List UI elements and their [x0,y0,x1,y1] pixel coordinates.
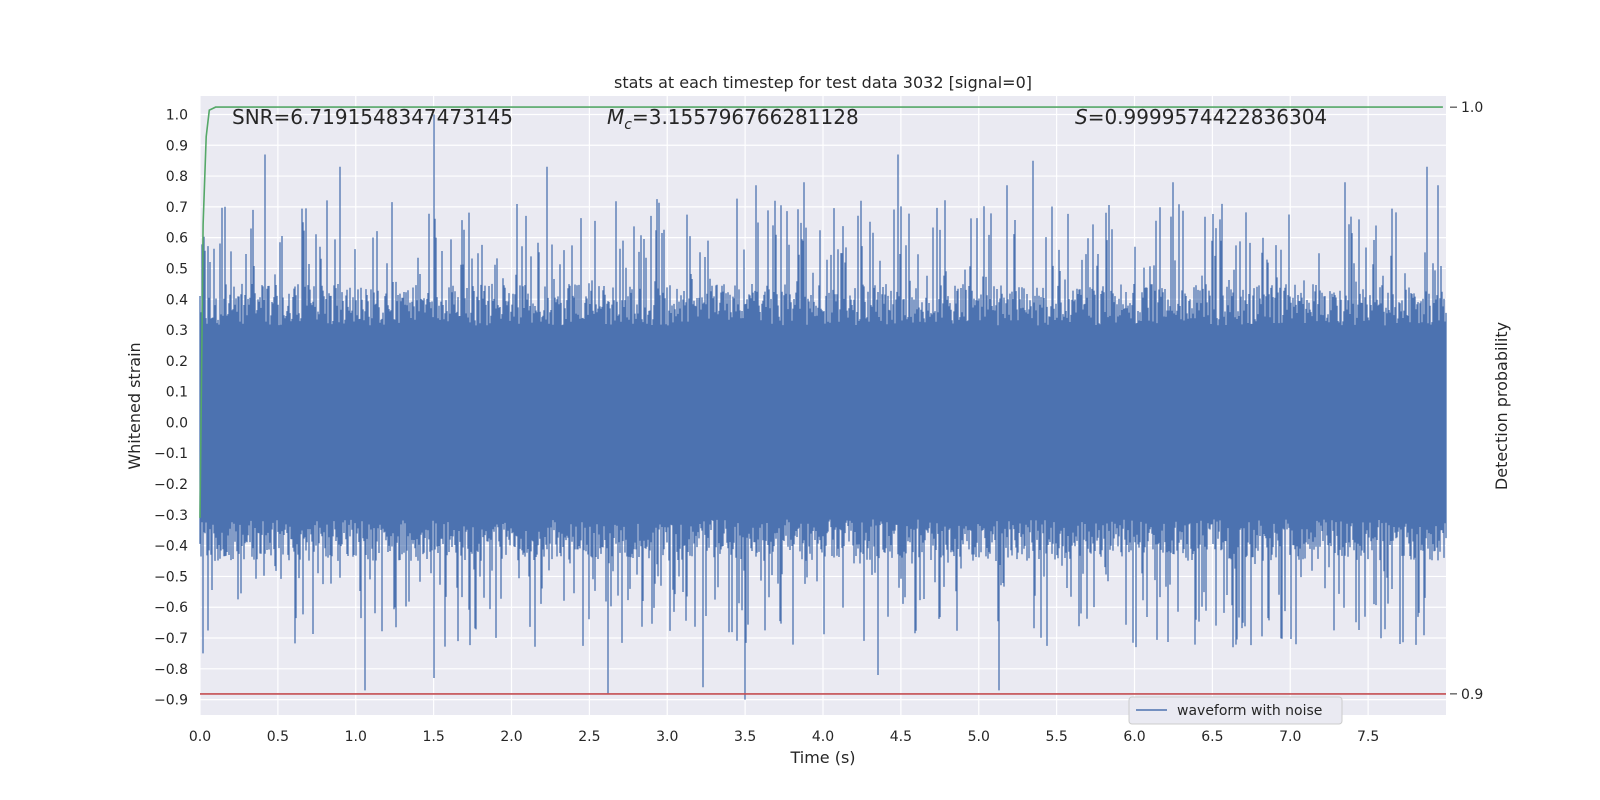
x-tick-label: 3.0 [656,729,678,745]
y-tick-label: 0.2 [166,354,188,370]
y-axis-label: Whitened strain [125,342,144,469]
series-layer [199,106,1447,700]
x-tick-label: 0.0 [189,729,211,745]
y-tick-label: 0.6 [166,231,188,247]
s-value: =0.9999574422836304 [1088,105,1327,129]
x-tick-label: 0.5 [267,729,289,745]
y-tick-label: 0.4 [166,292,188,308]
y-tick-label: −0.8 [154,662,188,678]
y2-ticks: 1.0 0.9 [1450,100,1483,703]
x-tick-label: 1.0 [345,729,367,745]
x-axis-label: Time (s) [789,748,855,767]
legend-box [1128,696,1343,725]
x-tick-label: 4.0 [812,729,834,745]
x-tick-label: 5.5 [1045,729,1067,745]
x-tick-label: 7.5 [1357,729,1379,745]
y-tick-label: 0.3 [166,323,188,339]
chirp-mass-subscript: c [624,117,632,133]
x-tick-label: 5.0 [968,729,990,745]
x-tick-label: 4.5 [890,729,912,745]
series-line-0 [199,114,1447,700]
y-tick-label: −0.2 [154,477,188,493]
y-tick-label: 0.9 [166,138,188,154]
y2-axis-label: Detection probability [1492,322,1511,490]
y-tick-label: 0.7 [166,200,188,216]
chart-title: stats at each timestep for test data 303… [614,73,1032,92]
s-symbol: S [1075,105,1088,129]
x-tick-label: 6.5 [1201,729,1223,745]
y-tick-label: −0.6 [154,600,188,616]
y-tick-label: 0.0 [166,415,188,431]
y-tick-label: −0.5 [154,569,188,585]
y-ticks: 1.0 0.9 0.8 0.7 0.6 0.5 0.4 0.3 0.2 0.1 0.0 −0.1 −0.… [154,107,188,708]
chirp-mass-symbol: M [607,105,624,129]
legend-label: waveform with noise [1177,703,1322,719]
y-tick-label: 0.8 [166,169,188,185]
x-tick-label: 6.0 [1123,729,1145,745]
y-tick-label: −0.4 [154,539,188,555]
chirp-mass-annotation: Mc=3.155796766281128 [607,105,859,133]
y-tick-label: −0.1 [154,446,188,462]
series-line-1 [199,106,1443,518]
y-tick-label: 0.1 [166,385,188,401]
x-tick-label: 2.0 [500,729,522,745]
y-tick-label: 1.0 [166,107,188,123]
x-ticks: 0.0 0.5 1.0 1.5 2.0 2.5 3.0 3.5 4.0 4.5 5.0 5.5 6.0 6… [189,729,1379,745]
s-annotation: S=0.9999574422836304 [1075,105,1327,129]
x-tick-label: 1.5 [422,729,444,745]
y2-tick-label: 1.0 [1461,100,1483,116]
y-tick-label: −0.7 [154,631,188,647]
chirp-mass-value: =3.155796766281128 [632,105,859,129]
y-tick-label: 0.5 [166,261,188,277]
y-tick-label: −0.3 [154,508,188,524]
x-tick-label: 3.5 [734,729,756,745]
snr-annotation: SNR=6.7191548347473145 [232,105,513,129]
x-tick-label: 7.0 [1279,729,1301,745]
y2-tick-label: 0.9 [1461,687,1483,703]
x-tick-label: 2.5 [578,729,600,745]
legend: waveform with noise [1128,696,1343,725]
y-tick-label: −0.9 [154,693,188,709]
